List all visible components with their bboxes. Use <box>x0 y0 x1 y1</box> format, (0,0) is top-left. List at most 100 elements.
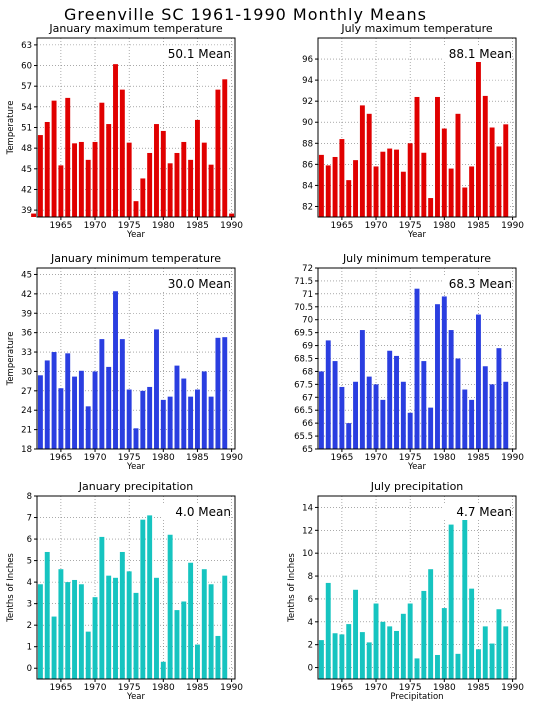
y-tick-label: 0 <box>308 664 313 674</box>
bar <box>147 515 153 679</box>
y-tick-label: 70 <box>302 316 313 326</box>
bar <box>346 180 352 217</box>
bar <box>194 389 200 449</box>
y-tick-label: 72 <box>302 264 313 274</box>
bar <box>154 329 159 449</box>
y-tick-label: 60 <box>21 62 32 72</box>
bar <box>133 428 139 449</box>
y-tick-label: 69.5 <box>294 329 313 339</box>
y-tick-label: 30 <box>21 367 32 377</box>
bar <box>373 384 379 449</box>
bar <box>99 102 105 217</box>
annotation-background <box>442 504 510 520</box>
bar <box>496 348 502 449</box>
bar <box>160 130 166 217</box>
annotation-background <box>442 276 510 292</box>
bar <box>215 89 221 217</box>
y-tick-label: 65 <box>302 445 313 455</box>
y-tick-label: 5 <box>27 557 32 567</box>
bar <box>85 631 91 679</box>
chart-title: January minimum temperature <box>50 252 221 265</box>
bar <box>133 592 139 679</box>
chart-title: January maximum temperature <box>48 22 222 35</box>
x-tick-label: 1980 <box>152 453 175 463</box>
bar <box>489 384 495 449</box>
bar <box>496 609 502 679</box>
x-tick-label: 1965 <box>49 453 72 463</box>
x-tick-label: 1990 <box>501 221 524 231</box>
bar <box>167 163 173 217</box>
x-tick-label: 1980 <box>433 221 456 231</box>
x-axis-label: Year <box>126 230 146 240</box>
bar <box>359 105 365 217</box>
bar <box>126 142 132 217</box>
bar <box>325 165 331 217</box>
chart-title: January precipitation <box>78 480 194 493</box>
chart-title: July maximum temperature <box>340 22 493 35</box>
bar <box>421 152 427 217</box>
bar <box>318 371 324 449</box>
bar <box>208 164 214 217</box>
bar <box>475 649 481 679</box>
bar <box>181 378 187 449</box>
x-tick-label: 1990 <box>501 683 524 693</box>
bar <box>99 536 105 679</box>
bar <box>400 381 406 449</box>
y-tick-label: 27 <box>21 387 32 397</box>
bar <box>414 658 420 679</box>
bar <box>339 634 345 679</box>
bar <box>366 642 372 679</box>
y-axis-label: Tenths of Inches <box>6 553 16 623</box>
bar <box>414 288 420 449</box>
bar <box>85 406 91 449</box>
bar <box>119 89 125 217</box>
bar <box>482 366 488 449</box>
y-tick-label: 45 <box>21 165 32 175</box>
bar <box>31 213 37 217</box>
bar <box>339 386 345 449</box>
bar <box>106 366 112 449</box>
bar <box>469 399 475 449</box>
bar <box>167 396 173 449</box>
bar <box>455 653 461 679</box>
bar <box>482 95 488 217</box>
bar <box>140 519 146 679</box>
bar <box>181 601 187 679</box>
bar <box>475 59 481 217</box>
plot-frame <box>36 267 236 450</box>
x-tick-label: 1970 <box>84 221 107 231</box>
bar <box>448 168 454 217</box>
bar <box>58 569 64 679</box>
bar <box>72 376 78 449</box>
bar <box>188 396 194 449</box>
bar <box>503 124 509 217</box>
bar <box>462 513 468 679</box>
bar <box>188 159 194 217</box>
x-tick-label: 1965 <box>49 221 72 231</box>
y-tick-label: 21 <box>21 426 32 436</box>
bar <box>373 166 379 217</box>
bar <box>380 399 386 449</box>
bar <box>435 654 440 679</box>
y-tick-label: 68.5 <box>294 355 313 365</box>
x-tick-label: 1975 <box>118 683 141 693</box>
y-tick-label: 66.5 <box>294 406 313 416</box>
bar <box>325 582 331 679</box>
mean-annotation: 68.3 Mean <box>449 277 512 291</box>
bar <box>489 127 495 217</box>
bar <box>435 304 440 449</box>
bar <box>339 139 345 217</box>
bar <box>188 562 194 679</box>
bar <box>181 141 187 217</box>
x-tick-label: 1985 <box>186 453 209 463</box>
bar <box>435 96 440 217</box>
bar <box>469 588 475 679</box>
bar <box>229 213 235 217</box>
y-tick-label: 3 <box>27 600 32 610</box>
bar <box>387 148 393 217</box>
bar <box>37 375 43 449</box>
x-tick-label: 1975 <box>118 221 141 231</box>
bar <box>106 124 112 217</box>
bar <box>208 396 214 449</box>
